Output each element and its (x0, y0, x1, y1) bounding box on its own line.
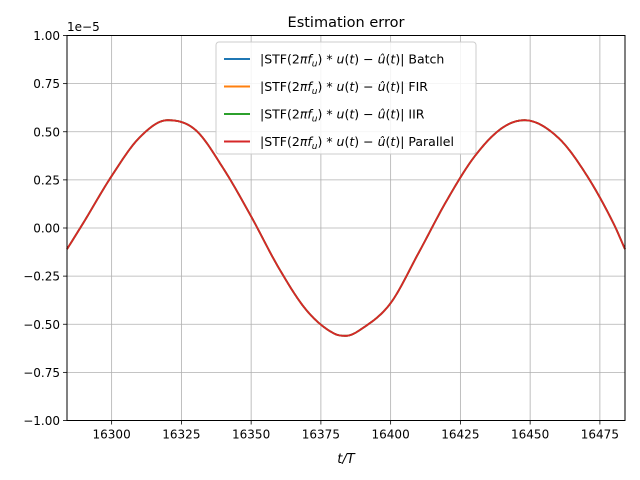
legend-label: |STF(2πfu) * u(t) − û(t)| Batch (260, 52, 444, 70)
x-tick-label: 16375 (302, 428, 340, 442)
x-axis-label: t/T (337, 452, 355, 467)
legend-label: |STF(2πfu) * u(t) − û(t)| FIR (260, 79, 428, 97)
legend: |STF(2πfu) * u(t) − û(t)| Batch |STF(2πfu… (215, 41, 477, 155)
y-tick-label: −1.00 (23, 414, 60, 428)
y-tick-label: 0.00 (33, 222, 60, 236)
y-tick-label: −0.50 (23, 318, 60, 332)
chart-title: Estimation error (288, 15, 405, 31)
y-axis: −1.00 −0.75 −0.50 −0.25 0.00 0.25 0.50 0.75 1.00 (23, 29, 67, 428)
x-tick-label: 16325 (162, 428, 200, 442)
x-tick-label: 16300 (93, 428, 131, 442)
y-offset-label: 1e−5 (67, 20, 100, 34)
x-tick-label: 16475 (581, 428, 619, 442)
x-axis: 16300 16325 16350 16375 16400 16425 16450 16475 (93, 420, 619, 442)
x-tick-label: 16400 (372, 428, 410, 442)
x-tick-label: 16425 (441, 428, 479, 442)
legend-box (215, 41, 477, 155)
legend-label: |STF(2πfu) * u(t) − û(t)| IIR (260, 107, 425, 125)
y-tick-label: −0.75 (23, 366, 60, 380)
x-tick-label: 16450 (511, 428, 549, 442)
y-tick-label: 0.75 (33, 77, 60, 91)
y-tick-label: 1.00 (33, 29, 60, 43)
y-tick-label: −0.25 (23, 270, 60, 284)
series-line (66, 119, 626, 337)
series-layer (66, 119, 626, 337)
y-tick-label: 0.50 (33, 125, 60, 139)
legend-label: |STF(2πfu) * u(t) − û(t)| Parallel (260, 134, 454, 152)
x-tick-label: 16350 (232, 428, 270, 442)
y-tick-label: 0.25 (33, 173, 60, 187)
